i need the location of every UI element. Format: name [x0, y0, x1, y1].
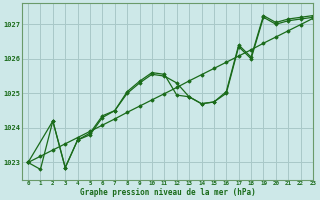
- X-axis label: Graphe pression niveau de la mer (hPa): Graphe pression niveau de la mer (hPa): [80, 188, 255, 197]
